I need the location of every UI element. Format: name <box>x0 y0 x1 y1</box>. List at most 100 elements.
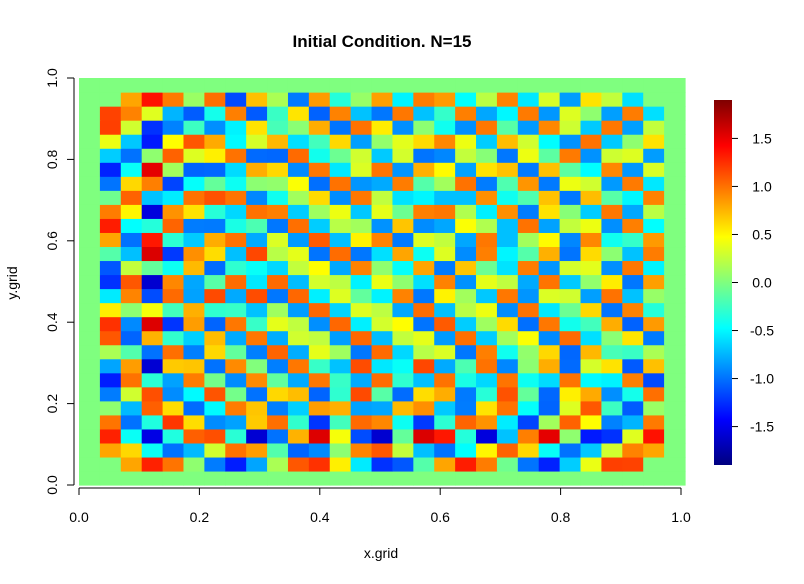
heatmap-cell <box>392 470 414 486</box>
heatmap-cell <box>350 232 373 248</box>
heatmap-cell <box>476 120 498 135</box>
heatmap-cell <box>664 316 686 332</box>
heatmap-cell <box>120 400 143 416</box>
heatmap-cell <box>225 330 247 346</box>
y-axis: 0.0 0.2 0.4 0.6 0.8 1.0 <box>44 68 75 495</box>
heatmap-cell <box>267 78 289 93</box>
heatmap-cell <box>246 428 268 444</box>
x-axis-label: x.grid <box>364 545 398 561</box>
heatmap-cell <box>246 218 268 233</box>
heatmap-cell <box>434 288 456 304</box>
heatmap-cell <box>329 92 352 107</box>
heatmap-cell <box>622 78 644 93</box>
heatmap-cell <box>308 260 331 276</box>
heatmap-cell <box>496 414 519 430</box>
heatmap-cell <box>538 162 561 177</box>
heatmap-cell <box>183 470 205 486</box>
heatmap-cell <box>434 162 456 177</box>
heatmap-cell <box>580 442 603 458</box>
heatmap-cell <box>329 204 352 219</box>
heatmap-cell <box>476 428 498 444</box>
heatmap-cell <box>183 92 205 107</box>
heatmap-cell <box>141 106 164 121</box>
heatmap-cell <box>476 92 498 107</box>
heatmap-cell <box>622 288 644 304</box>
heatmap-cell <box>496 358 519 374</box>
heatmap-cell <box>371 428 394 444</box>
heatmap-cell <box>580 428 603 444</box>
heatmap-cell <box>308 176 331 191</box>
heatmap-cell <box>413 218 435 233</box>
heatmap-cell <box>308 456 331 472</box>
heatmap-cell <box>246 456 268 472</box>
heatmap-cell <box>79 78 101 93</box>
heatmap-cell <box>643 442 665 458</box>
heatmap-cell <box>287 456 310 472</box>
heatmap-cell <box>141 302 164 318</box>
heatmap-cell <box>455 344 477 360</box>
heatmap-cell <box>267 372 289 388</box>
heatmap-cell <box>350 134 373 149</box>
heatmap-cell <box>287 260 310 276</box>
heatmap-cell <box>538 414 561 430</box>
heatmap-cell <box>371 470 394 486</box>
heatmap-cell <box>601 344 623 360</box>
heatmap-cell <box>434 176 456 191</box>
heatmap-cell <box>79 162 101 177</box>
heatmap-cell <box>476 372 498 388</box>
heatmap-cell <box>371 92 394 107</box>
heatmap-cell <box>580 176 603 191</box>
heatmap-cell <box>476 456 498 472</box>
heatmap-cell <box>287 274 310 290</box>
heatmap-cell <box>371 120 394 135</box>
heatmap-cell <box>559 400 582 416</box>
heatmap-cell <box>79 274 101 290</box>
heatmap-cell <box>643 288 665 304</box>
heatmap-cell <box>643 386 665 402</box>
heatmap-cell <box>434 330 456 346</box>
heatmap-cell <box>267 106 289 121</box>
heatmap-cell <box>246 414 268 430</box>
heatmap-cell <box>287 344 310 360</box>
colorbar-tick-label: 0.0 <box>752 275 772 291</box>
y-tick-label: 0.8 <box>44 149 60 169</box>
heatmap-cell <box>476 344 498 360</box>
x-tick-label: 0.8 <box>551 509 571 525</box>
heatmap-cell <box>580 134 603 149</box>
heatmap-cell <box>99 288 122 304</box>
heatmap-cell <box>455 260 477 276</box>
heatmap-cell <box>120 246 143 262</box>
heatmap-cell <box>538 92 561 107</box>
y-tick-label: 0.2 <box>44 394 60 414</box>
heatmap-cell <box>664 428 686 444</box>
heatmap-cell <box>538 204 561 219</box>
heatmap-cell <box>664 274 686 290</box>
heatmap-cell <box>183 134 205 149</box>
heatmap-cell <box>287 176 310 191</box>
heatmap-cell <box>308 106 331 121</box>
heatmap-cell <box>287 190 310 205</box>
heatmap-cell <box>392 190 414 205</box>
heatmap-cell <box>664 120 686 135</box>
heatmap-cell <box>622 246 644 262</box>
heatmap-cell <box>622 358 644 374</box>
heatmap-cell <box>664 246 686 262</box>
heatmap-cell <box>141 232 164 248</box>
heatmap-cell <box>350 386 373 402</box>
heatmap-cell <box>664 232 686 248</box>
heatmap-cell <box>476 218 498 233</box>
heatmap-cell <box>601 204 623 219</box>
heatmap-cell <box>622 330 644 346</box>
heatmap-cell <box>476 246 498 262</box>
heatmap-cell <box>183 148 205 163</box>
heatmap-cell <box>559 330 582 346</box>
heatmap-cell <box>434 428 456 444</box>
heatmap-cell <box>622 456 644 472</box>
heatmap-cell <box>496 400 519 416</box>
heatmap-cell <box>183 78 205 93</box>
heatmap-cell <box>517 78 540 93</box>
heatmap-cell <box>601 316 623 332</box>
heatmap-cell <box>517 134 540 149</box>
heatmap-cell <box>99 148 122 163</box>
heatmap-cell <box>350 204 373 219</box>
